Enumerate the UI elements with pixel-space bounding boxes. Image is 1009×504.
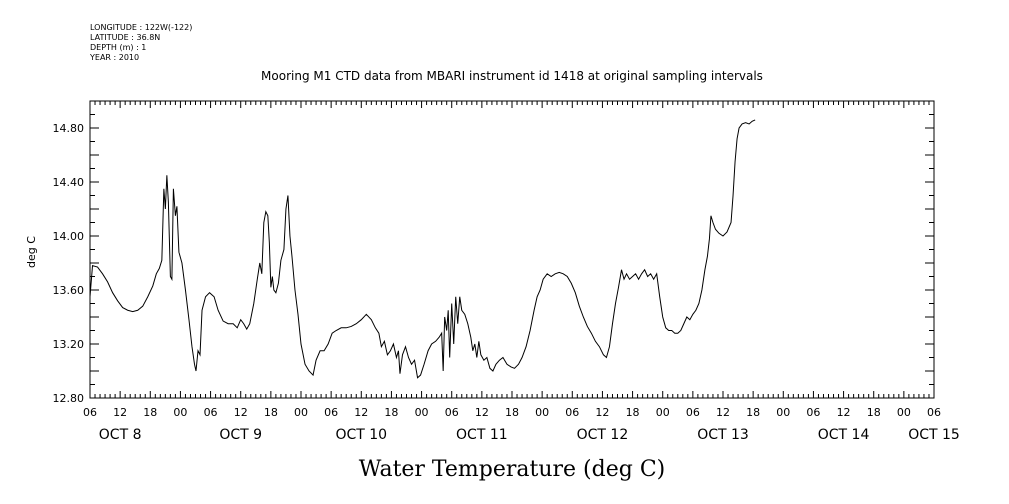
x-tick-label: 12 <box>475 406 489 419</box>
x-axis-label: Water Temperature (deg C) <box>359 457 666 482</box>
meta-longitude: LONGITUDE : 122W(-122) <box>90 23 192 32</box>
y-tick-label: 14.80 <box>53 122 85 135</box>
series-line <box>89 119 756 379</box>
x-tick-label: 12 <box>113 406 127 419</box>
y-tick-label: 14.40 <box>53 176 85 189</box>
axis-ticks <box>89 100 935 399</box>
y-tick-label: 13.60 <box>53 284 85 297</box>
meta-depth: DEPTH (m) : 1 <box>90 43 146 52</box>
x-tick-label: 12 <box>234 406 248 419</box>
axis-labels: 06 12 18 00 06 12 18 00 06 12 18 00 06 12 18 00 06 12 18 00… <box>53 122 960 443</box>
x-tick-label: 00 <box>776 406 790 419</box>
x-tick-label: 00 <box>656 406 670 419</box>
x-tick-label: 00 <box>173 406 187 419</box>
y-tick-label: 13.20 <box>53 338 85 351</box>
x-tick-label: 06 <box>806 406 820 419</box>
y-tick-label: 14.00 <box>53 230 85 243</box>
x-tick-label: 18 <box>867 406 881 419</box>
x-tick-label: 12 <box>595 406 609 419</box>
meta-year: YEAR : 2010 <box>89 53 139 62</box>
x-tick-label: 18 <box>384 406 398 419</box>
x-tick-label: 18 <box>264 406 278 419</box>
x-tick-label: 12 <box>716 406 730 419</box>
x-tick-label: 06 <box>565 406 579 419</box>
x-tick-label: 06 <box>324 406 338 419</box>
x-tick-label: 18 <box>746 406 760 419</box>
y-axis-label: deg C <box>25 236 38 268</box>
day-label: OCT 9 <box>219 427 262 443</box>
x-tick-label: 00 <box>897 406 911 419</box>
x-tick-label: 00 <box>294 406 308 419</box>
day-label: OCT 10 <box>335 427 387 443</box>
day-label: OCT 13 <box>697 427 749 443</box>
x-tick-label: 06 <box>927 406 941 419</box>
plot-frame <box>89 100 935 399</box>
x-tick-label: 06 <box>83 406 97 419</box>
x-tick-label: 00 <box>415 406 429 419</box>
x-tick-label: 18 <box>505 406 519 419</box>
x-tick-label: 12 <box>354 406 368 419</box>
day-label: OCT 11 <box>456 427 508 443</box>
x-tick-label: 00 <box>535 406 549 419</box>
x-tick-label: 18 <box>626 406 640 419</box>
chart-title: Mooring M1 CTD data from MBARI instrumen… <box>261 69 763 83</box>
day-label: OCT 14 <box>818 427 870 443</box>
y-tick-label: 12.80 <box>53 392 85 405</box>
x-tick-label: 06 <box>204 406 218 419</box>
x-tick-label: 06 <box>686 406 700 419</box>
x-tick-label: 06 <box>445 406 459 419</box>
meta-latitude: LATITUDE : 36.8N <box>90 33 160 42</box>
day-label: OCT 8 <box>99 427 142 443</box>
day-label: OCT 15 <box>908 427 960 443</box>
day-label: OCT 12 <box>577 427 629 443</box>
x-tick-label: 18 <box>143 406 157 419</box>
x-tick-label: 12 <box>837 406 851 419</box>
